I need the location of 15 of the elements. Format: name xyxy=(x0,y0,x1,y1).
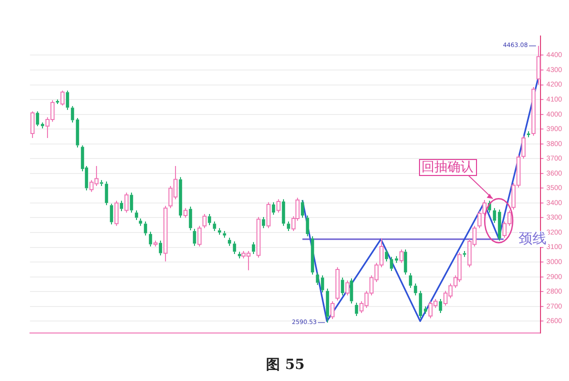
candlestick xyxy=(408,272,412,288)
candlestick xyxy=(340,277,344,296)
candlestick xyxy=(158,240,162,256)
caption: 图 55 xyxy=(266,357,305,373)
series-label: 颈线 xyxy=(518,231,548,248)
candlestick xyxy=(56,99,60,104)
candlestick xyxy=(110,203,114,225)
candlestick xyxy=(188,206,192,231)
candlestick xyxy=(70,106,74,123)
candlestick xyxy=(272,202,276,216)
candlestick xyxy=(492,208,496,224)
candlestick xyxy=(36,110,40,127)
annotation: 回抽确认 xyxy=(418,158,477,176)
candlestick xyxy=(66,90,70,110)
candlestick xyxy=(326,288,330,324)
